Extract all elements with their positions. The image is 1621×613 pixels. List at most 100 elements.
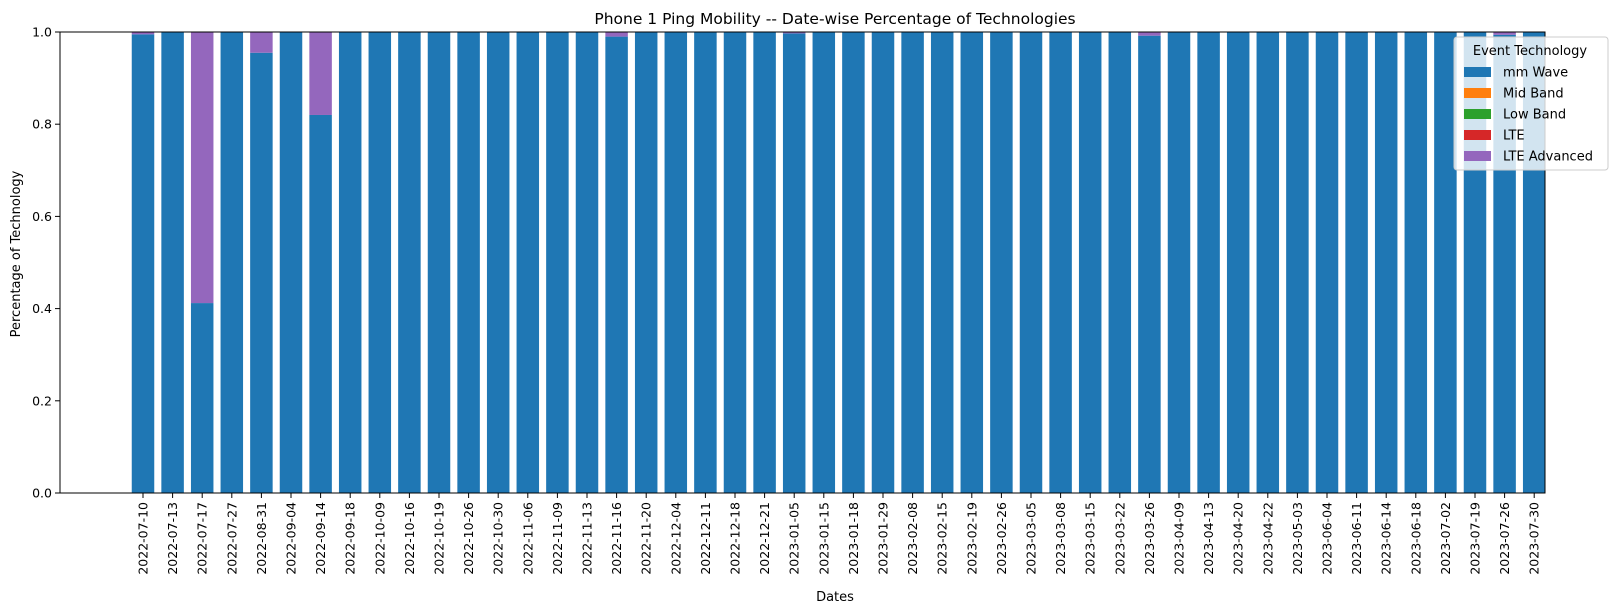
bar-mm-wave-2023-03-05: [1019, 32, 1043, 493]
bar-mm-wave-2022-07-27: [220, 32, 244, 493]
bar-mm-wave-2023-04-09: [1167, 32, 1191, 493]
bar-mm-wave-2022-11-13: [575, 32, 599, 493]
legend-label: LTE: [1503, 129, 1525, 144]
x-tick-label: 2023-06-18: [1408, 502, 1423, 575]
bar-mm-wave-2023-04-13: [1197, 32, 1220, 493]
bar-lte-advanced-2023-07-26: [1493, 32, 1516, 35]
bar-mm-wave-2023-06-04: [1315, 32, 1339, 493]
legend: Event Technology mm Wave Mid Band Low Band…: [1453, 36, 1609, 171]
x-tick-label: 2023-07-30: [1527, 502, 1542, 575]
bar-mm-wave-2022-12-04: [664, 32, 688, 493]
x-tick-label: 2022-07-27: [224, 502, 239, 575]
bar-mm-wave-2023-02-26: [990, 32, 1013, 493]
bar-mm-wave-2022-10-19: [427, 32, 451, 493]
bar-mm-wave-2022-12-11: [694, 32, 717, 493]
bar-mm-wave-2023-03-22: [1108, 32, 1132, 493]
x-tick-label: 2023-03-05: [1024, 502, 1039, 575]
y-tick-label: 1.0: [32, 25, 52, 40]
bar-mm-wave-2023-02-08: [901, 32, 924, 493]
x-tick-label: 2023-06-04: [1320, 502, 1335, 575]
x-tick-label: 2022-09-04: [284, 502, 299, 575]
x-tick-label: 2023-02-08: [905, 502, 920, 575]
x-tick-label: 2022-08-31: [254, 502, 269, 575]
x-tick-label: 2023-04-09: [1172, 502, 1187, 575]
x-tick-label: 2022-12-21: [757, 502, 772, 575]
bar-mm-wave-2023-04-22: [1256, 32, 1280, 493]
x-axis-title: Dates: [816, 590, 854, 605]
x-tick-label: 2022-07-13: [165, 502, 180, 575]
bar-mm-wave-2023-06-11: [1345, 32, 1368, 493]
bar-mm-wave-2022-11-16: [605, 36, 628, 494]
x-tick-label: 2022-07-17: [195, 502, 210, 575]
legend-frame: [1453, 36, 1609, 171]
bar-mm-wave-2022-07-10: [131, 34, 155, 494]
x-tick-label: 2022-12-18: [728, 502, 743, 575]
bar-lte-advanced-2022-07-10: [131, 32, 155, 35]
x-tick-label: 2023-04-22: [1260, 502, 1275, 575]
x-tick-label: 2022-10-26: [461, 502, 476, 575]
bar-lte-advanced-2022-08-31: [250, 32, 273, 53]
x-tick-label: 2023-01-15: [816, 502, 831, 575]
bar-mm-wave-2022-10-30: [486, 32, 510, 493]
bar-mm-wave-2023-03-15: [1078, 32, 1102, 493]
bar-mm-wave-2022-09-18: [338, 32, 362, 493]
bar-mm-wave-2023-01-05: [782, 33, 806, 494]
y-tick-label: 0.2: [32, 393, 52, 408]
legend-swatch-mid-band: [1464, 88, 1491, 98]
bar-mm-wave-2023-06-14: [1374, 32, 1398, 493]
bar-mm-wave-2023-05-03: [1286, 32, 1309, 493]
bar-mm-wave-2022-11-09: [546, 32, 569, 493]
x-tick-label: 2023-04-20: [1231, 502, 1246, 575]
bar-mm-wave-2022-12-21: [753, 32, 776, 493]
x-tick-label: 2023-07-02: [1438, 502, 1453, 575]
bar-mm-wave-2022-10-26: [457, 32, 480, 493]
x-tick-label: 2023-05-03: [1290, 502, 1305, 575]
x-tick-label: 2022-10-16: [402, 502, 417, 575]
x-tick-label: 2023-01-05: [787, 502, 802, 575]
x-tick-label: 2022-11-16: [609, 502, 624, 575]
bar-lte-advanced-2022-09-14: [309, 32, 332, 115]
x-tick-label: 2023-06-11: [1349, 502, 1364, 575]
x-tick-label: 2023-03-15: [1083, 502, 1098, 575]
bar-mm-wave-2023-02-15: [930, 32, 954, 493]
x-tick-label: 2022-10-09: [372, 502, 387, 575]
legend-label: Mid Band: [1503, 87, 1564, 102]
y-tick-label: 0.8: [32, 117, 52, 132]
bars-layer: [131, 32, 1546, 494]
y-tick-label: 0.4: [32, 301, 52, 316]
y-axis-title: Percentage of Technology: [9, 170, 24, 337]
x-tick-label: 2023-07-26: [1497, 502, 1512, 575]
legend-swatch-lte-advanced: [1464, 151, 1491, 161]
legend-swatch-mm-wave: [1464, 67, 1491, 77]
bar-lte-advanced-2023-01-05: [782, 32, 806, 34]
legend-label: LTE Advanced: [1503, 150, 1593, 165]
x-tick-label: 2023-03-22: [1112, 502, 1127, 575]
x-tick-label: 2022-11-20: [639, 502, 654, 575]
x-axis: 2022-07-10 2022-07-13 2022-07-17 2022-07-27…: [136, 493, 1542, 575]
bar-mm-wave-2023-06-18: [1404, 32, 1428, 493]
bar-mm-wave-2022-12-18: [723, 32, 747, 493]
bar-mm-wave-2023-07-02: [1434, 32, 1457, 493]
x-tick-label: 2023-03-26: [1142, 502, 1157, 575]
legend-label: Low Band: [1503, 108, 1566, 123]
x-tick-label: 2022-10-19: [432, 502, 447, 575]
bar-mm-wave-2023-01-15: [812, 32, 836, 493]
bar-mm-wave-2022-08-31: [250, 52, 273, 494]
bar-lte-advanced-2022-07-17: [190, 32, 214, 304]
x-tick-label: 2023-01-29: [876, 502, 891, 575]
x-tick-label: 2022-07-10: [136, 502, 151, 575]
y-axis: 0.0 0.2 0.4 0.6 0.8 1.0: [32, 25, 60, 501]
x-tick-label: 2022-11-13: [580, 502, 595, 575]
x-tick-label: 2023-03-08: [1053, 502, 1068, 575]
x-tick-label: 2022-09-18: [343, 502, 358, 575]
bar-mm-wave-2022-09-04: [279, 32, 303, 493]
legend-swatch-low-band: [1464, 109, 1491, 119]
legend-label: mm Wave: [1503, 66, 1568, 81]
bar-mm-wave-2022-11-20: [634, 32, 658, 493]
x-tick-label: 2022-11-06: [520, 502, 535, 575]
bar-mm-wave-2022-09-14: [309, 114, 332, 493]
x-tick-label: 2022-10-30: [491, 502, 506, 575]
bar-lte-advanced-2022-11-16: [605, 32, 628, 37]
bar-lte-advanced-2023-03-26: [1138, 32, 1161, 36]
